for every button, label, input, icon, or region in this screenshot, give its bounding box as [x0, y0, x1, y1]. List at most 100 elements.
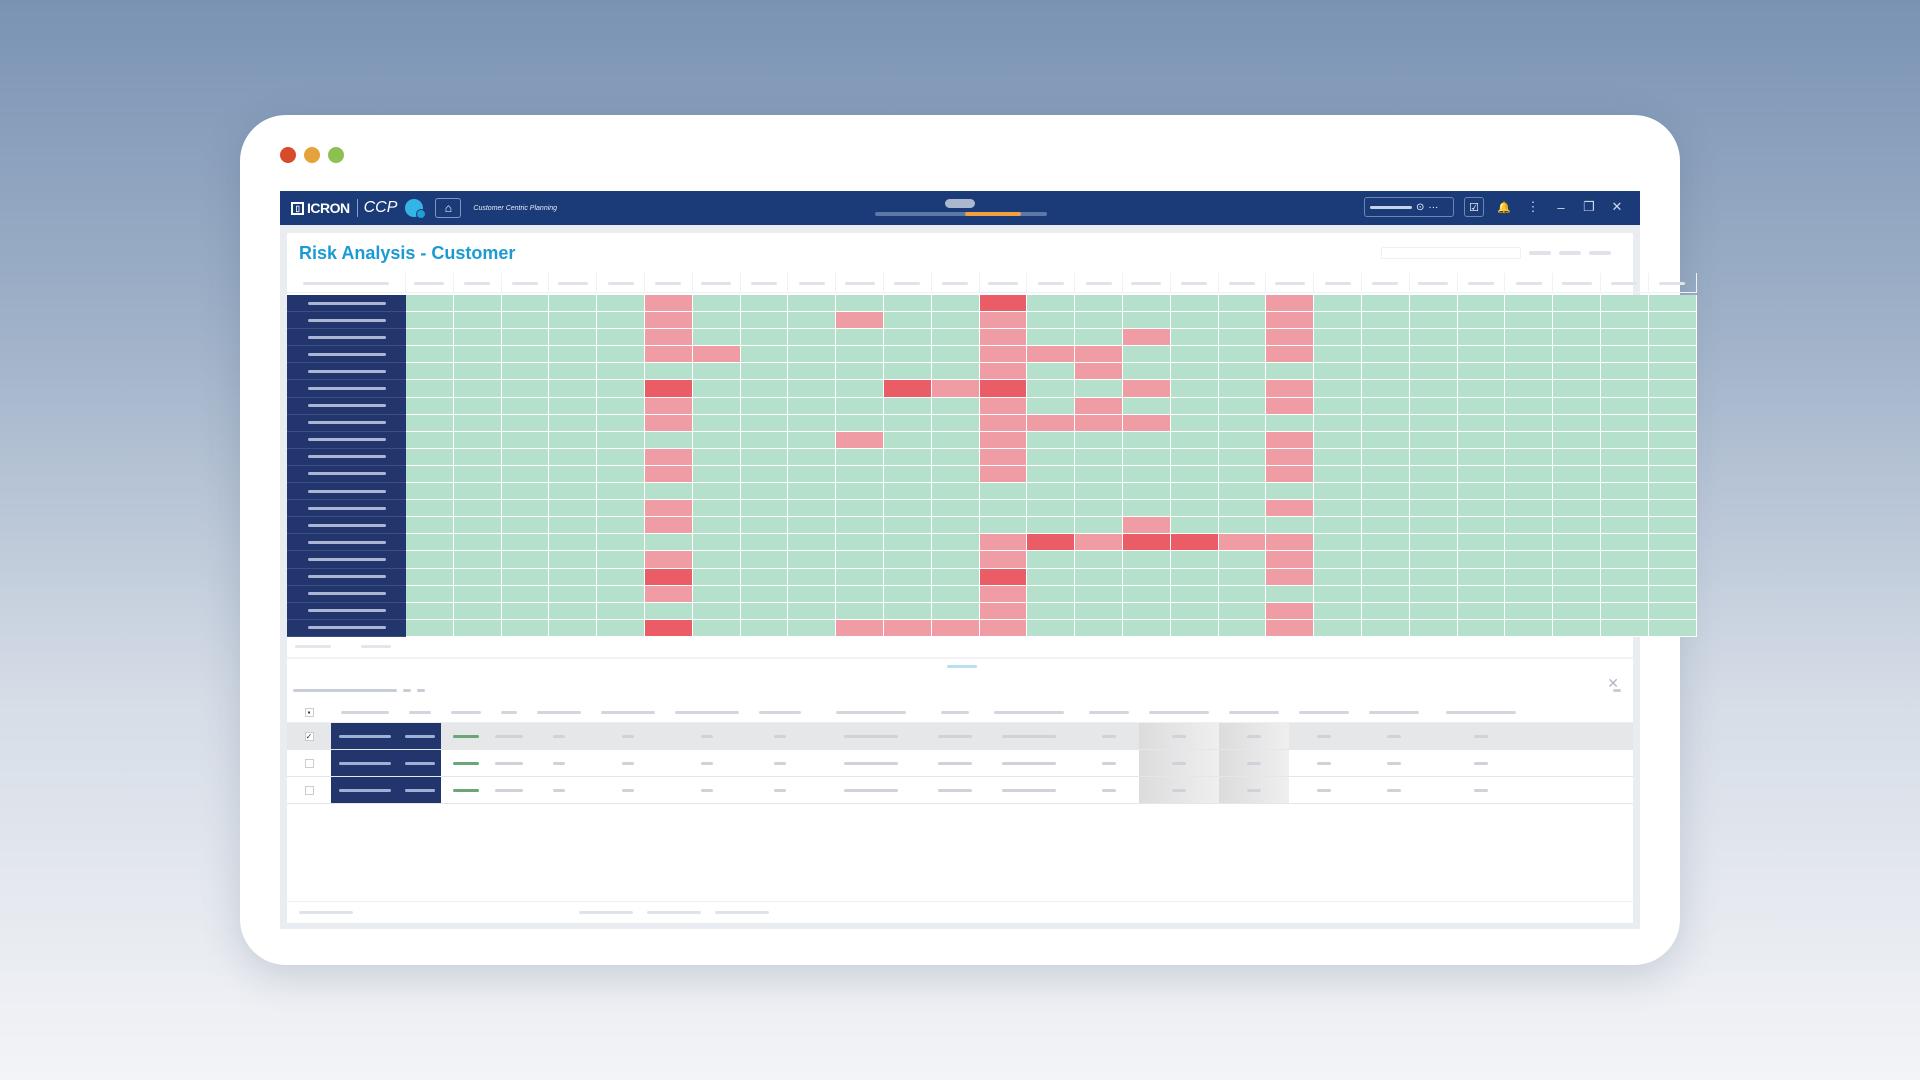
heatmap-cell-ok[interactable]: [979, 500, 1028, 518]
heatmap-cell-ok[interactable]: [1266, 483, 1315, 501]
toolbar-item[interactable]: [417, 689, 425, 692]
heatmap-cell-ok[interactable]: [1122, 465, 1171, 484]
heatmap-cell-risk[interactable]: [836, 431, 884, 449]
heatmap-cell-ok[interactable]: [692, 414, 741, 432]
heatmap-cell-ok[interactable]: [788, 414, 837, 432]
heatmap-cell-ok[interactable]: [1409, 500, 1458, 518]
heatmap-cell-ok[interactable]: [453, 329, 502, 347]
heatmap-cell-ok[interactable]: [1648, 551, 1697, 569]
heatmap-cell-ok[interactable]: [1170, 585, 1219, 603]
column-header[interactable]: [1314, 273, 1362, 293]
heatmap-cell-ok[interactable]: [740, 448, 789, 466]
column-header[interactable]: [979, 703, 1079, 722]
heatmap-cell-ok[interactable]: [1457, 534, 1506, 552]
heatmap-cell-ok[interactable]: [740, 431, 789, 449]
heatmap-cell-ok[interactable]: [1553, 568, 1601, 586]
heatmap-cell-ok[interactable]: [1075, 619, 1123, 637]
heatmap-cell-ok[interactable]: [1170, 312, 1219, 330]
heatmap-cell-risk[interactable]: [979, 551, 1028, 569]
heatmap-cell-ok[interactable]: [1553, 483, 1601, 501]
heatmap-cell-ok[interactable]: [597, 414, 645, 432]
heatmap-cell-risk[interactable]: [979, 534, 1028, 552]
heatmap-cell-ok[interactable]: [692, 312, 741, 330]
heatmap-cell-ok[interactable]: [501, 346, 550, 364]
heatmap-cell-ok[interactable]: [1170, 448, 1219, 466]
row-checkbox[interactable]: [287, 777, 331, 803]
heatmap-cell-risk[interactable]: [979, 346, 1028, 364]
heatmap-cell-ok[interactable]: [1457, 346, 1506, 364]
heatmap-cell-ok[interactable]: [1361, 602, 1410, 620]
heatmap-cell-ok[interactable]: [1075, 585, 1123, 603]
heatmap-cell-ok[interactable]: [788, 329, 837, 347]
heatmap-cell-ok[interactable]: [1122, 585, 1171, 603]
heatmap-cell-ok[interactable]: [883, 585, 932, 603]
heatmap-cell-ok[interactable]: [453, 551, 502, 569]
heatmap-cell-risk[interactable]: [1075, 397, 1123, 415]
heatmap-cell-ok[interactable]: [1600, 346, 1649, 364]
heatmap-cell-ok[interactable]: [1361, 397, 1410, 415]
heatmap-cell-risk[interactable]: [979, 329, 1028, 347]
heatmap-cell-ok[interactable]: [836, 551, 884, 569]
heatmap-cell-risk[interactable]: [979, 602, 1028, 620]
heatmap-cell-ok[interactable]: [501, 483, 550, 501]
heatmap-cell-ok[interactable]: [1457, 568, 1506, 586]
home-button[interactable]: ⌂: [435, 198, 462, 218]
column-header[interactable]: [931, 703, 979, 722]
column-header[interactable]: [1553, 273, 1601, 293]
heatmap-cell-ok[interactable]: [740, 534, 789, 552]
heatmap-cell-ok[interactable]: [549, 346, 598, 364]
checkbox[interactable]: ✓: [304, 731, 314, 741]
heatmap-cell-ok[interactable]: [1553, 619, 1601, 637]
heatmap-cell-ok[interactable]: [1600, 517, 1649, 535]
heatmap-cell-ok[interactable]: [501, 363, 550, 381]
heatmap-cell-ok[interactable]: [1361, 517, 1410, 535]
heatmap-cell-ok[interactable]: [1122, 568, 1171, 586]
heatmap-cell-ok[interactable]: [883, 568, 932, 586]
heatmap-cell-ok[interactable]: [406, 500, 454, 518]
column-header[interactable]: [454, 273, 502, 293]
heatmap-cell-ok[interactable]: [1314, 483, 1362, 501]
heatmap-cell-ok[interactable]: [1266, 363, 1315, 381]
heatmap-cell-ok[interactable]: [1314, 312, 1362, 330]
heatmap-cell-ok[interactable]: [1553, 380, 1601, 398]
heatmap-cell-ok[interactable]: [1361, 483, 1410, 501]
heatmap-cell-ok[interactable]: [1122, 363, 1171, 381]
heatmap-cell-ok[interactable]: [597, 534, 645, 552]
heatmap-cell-ok[interactable]: [883, 534, 932, 552]
heatmap-cell-ok[interactable]: [931, 551, 980, 569]
scenario-selector[interactable]: ⊙ ···: [1364, 197, 1454, 217]
heatmap-cell-ok[interactable]: [836, 602, 884, 620]
heatmap-cell-ok[interactable]: [406, 619, 454, 637]
heatmap-cell-ok[interactable]: [1075, 568, 1123, 586]
heatmap-cell-risk[interactable]: [1075, 363, 1123, 381]
heatmap-cell-ok[interactable]: [692, 483, 741, 501]
minimize-button[interactable]: –: [1557, 199, 1565, 215]
heatmap-cell-ok[interactable]: [1314, 397, 1362, 415]
heatmap-cell-ok[interactable]: [1218, 517, 1267, 535]
heatmap-cell-ok[interactable]: [1457, 483, 1506, 501]
row-label[interactable]: [287, 619, 406, 637]
heatmap-cell-ok[interactable]: [1314, 602, 1362, 620]
heatmap-cell-ok[interactable]: [1505, 295, 1554, 313]
column-header[interactable]: [665, 703, 749, 722]
heatmap-cell-ok[interactable]: [549, 295, 598, 313]
heatmap-cell-risk[interactable]: [1266, 602, 1315, 620]
heatmap-cell-ok[interactable]: [692, 619, 741, 637]
heatmap-cell-ok[interactable]: [1409, 534, 1458, 552]
heatmap-cell-ok[interactable]: [1600, 380, 1649, 398]
heatmap-cell-ok[interactable]: [1457, 500, 1506, 518]
heatmap-cell-ok[interactable]: [597, 517, 645, 535]
heatmap-cell-ok[interactable]: [1027, 312, 1076, 330]
heatmap-cell-ok[interactable]: [1075, 431, 1123, 449]
toolbar-option[interactable]: [1613, 689, 1621, 692]
column-header[interactable]: [1079, 703, 1139, 722]
heatmap-cell-risk[interactable]: [1266, 500, 1315, 518]
heatmap-cell-ok[interactable]: [692, 397, 741, 415]
heatmap-cell-ok[interactable]: [883, 500, 932, 518]
heatmap-cell-ok[interactable]: [1314, 363, 1362, 381]
heatmap-cell-ok[interactable]: [788, 397, 837, 415]
heatmap-cell-ok[interactable]: [1361, 363, 1410, 381]
heatmap-cell-ok[interactable]: [1314, 465, 1362, 484]
heatmap-cell-ok[interactable]: [406, 380, 454, 398]
heatmap-cell-ok[interactable]: [1122, 397, 1171, 415]
